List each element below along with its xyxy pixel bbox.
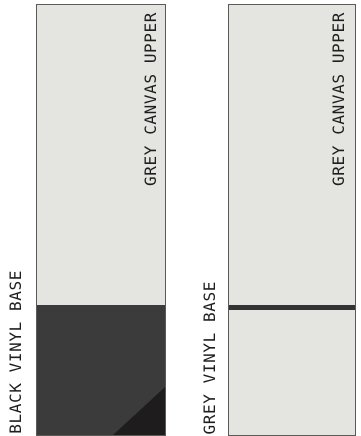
upper-panel — [37, 5, 165, 305]
base-label: BLACK VINYL BASE — [6, 270, 25, 434]
seam-line — [229, 305, 355, 310]
upper-panel — [229, 5, 355, 307]
upper-label: GREY CANVAS UPPER — [141, 12, 160, 186]
swatch-black-base — [36, 4, 166, 436]
corner-wedge-shape — [113, 387, 165, 435]
swatch-grey-base — [228, 4, 356, 436]
upper-label: GREY CANVAS UPPER — [329, 12, 348, 186]
base-panel — [229, 310, 355, 435]
corner-wedge — [113, 387, 165, 435]
base-label: GREY VINYL BASE — [200, 280, 219, 435]
